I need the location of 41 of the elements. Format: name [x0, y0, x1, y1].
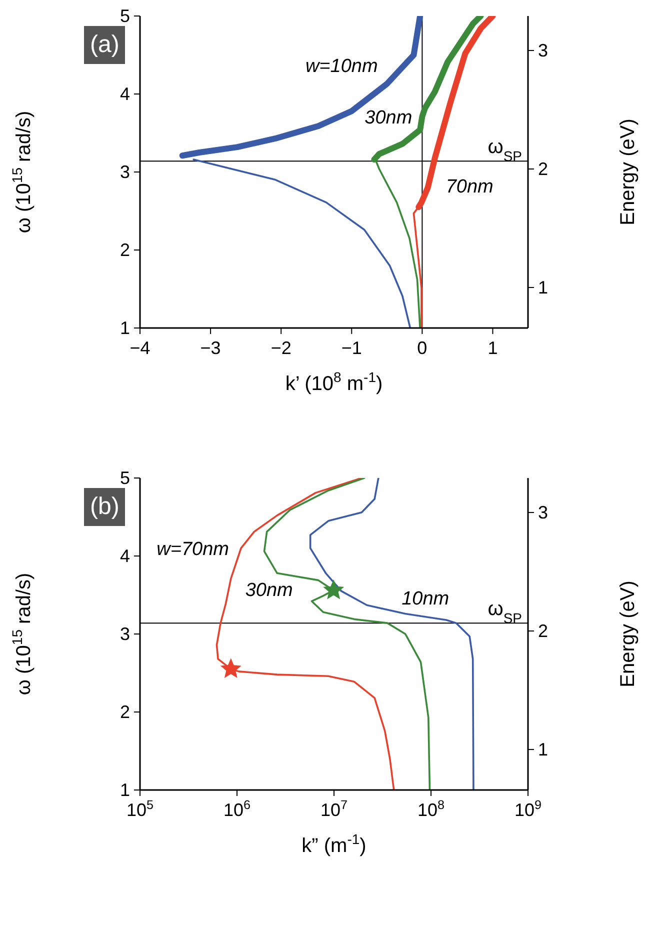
- y2-tick-label: 3: [538, 502, 548, 522]
- x-tick-label: 0: [417, 338, 428, 358]
- series-label: 10nm: [402, 588, 450, 610]
- y-tick-label: 4: [120, 546, 130, 566]
- y-tick-label: 1: [120, 318, 130, 338]
- y-tick-label: 3: [120, 162, 130, 182]
- y2-axis-title: Energy (eV): [617, 118, 639, 226]
- x-tick-label: 10$^{7}$: [320, 798, 348, 820]
- y2-tick-label: 1: [538, 739, 548, 760]
- y-tick-label: 3: [120, 624, 130, 644]
- y2-axis-title: Energy (eV): [617, 580, 639, 688]
- y2-tick-label: 2: [538, 158, 548, 179]
- series-label: w=70nm: [156, 539, 230, 560]
- y-tick-label: 2: [120, 240, 130, 260]
- y-tick-label: 5: [120, 6, 130, 26]
- x-tick-label: 10$^{6}$: [223, 798, 251, 820]
- y-tick-label: 2: [120, 702, 130, 722]
- x-tick-label: −4: [130, 338, 150, 358]
- series-label: w=10nm: [305, 56, 378, 78]
- x-tick-label: 10$^{9}$: [514, 798, 542, 820]
- y2-tick-label: 1: [538, 277, 548, 298]
- x-axis-title: k’ (10$^{8}$ m$^{-1}$): [285, 369, 383, 395]
- ref-line-label: ω$_{SP}$: [488, 136, 522, 164]
- y2-tick-label: 2: [538, 620, 548, 641]
- y-tick-label: 4: [120, 84, 130, 104]
- x-tick-label: −2: [270, 338, 292, 358]
- x-tick-label: −3: [200, 338, 221, 358]
- y-tick-label: 5: [120, 468, 130, 488]
- text: (b): [84, 488, 126, 526]
- x-axis-title: k” (m$^{-1}$): [302, 831, 366, 857]
- x-tick-label: 10$^{5}$: [126, 798, 154, 820]
- series-label: 30nm: [245, 580, 293, 602]
- ref-line-label: ω$_{SP}$: [488, 598, 522, 626]
- series-label: 70nm: [446, 176, 494, 198]
- series-label: 30nm: [364, 108, 412, 129]
- x-tick-label: 1: [488, 338, 498, 358]
- x-tick-label: 10$^{8}$: [417, 798, 445, 820]
- text: (a): [84, 26, 126, 64]
- y-tick-label: 1: [120, 780, 130, 800]
- y2-tick-label: 3: [538, 40, 548, 60]
- x-tick-label: −1: [341, 338, 362, 358]
